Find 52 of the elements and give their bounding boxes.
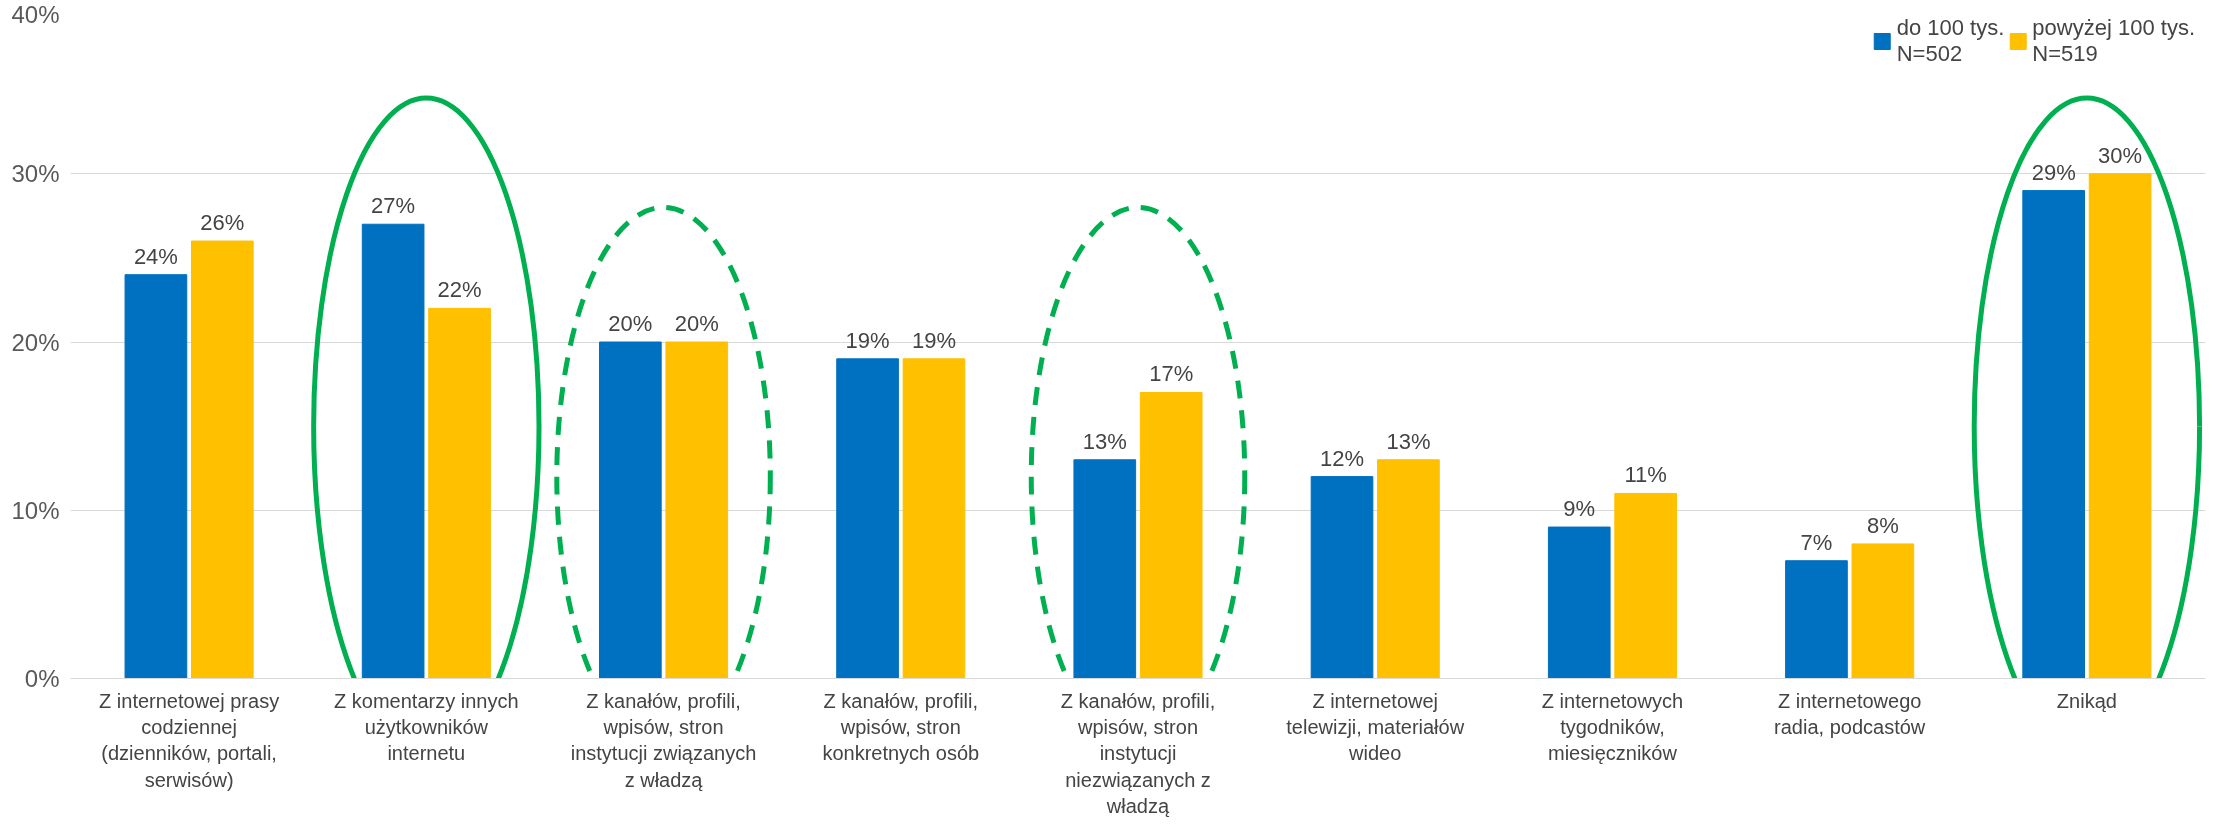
bar — [361, 223, 425, 679]
bar — [124, 274, 188, 679]
data-label: 7% — [1800, 529, 1833, 555]
bar — [1547, 526, 1611, 679]
legend-label: do 100 tys. N=502 — [1896, 15, 2005, 67]
bar — [1614, 492, 1677, 679]
bar — [1785, 560, 1848, 679]
data-label: 30% — [2098, 142, 2143, 168]
data-label: 22% — [437, 277, 482, 303]
x-tick-label: Znikąd — [2056, 689, 2117, 712]
x-tick-label: Z kanałów, profili, wpisów, stron instytucji niezwiązanych z władzą — [1060, 689, 1216, 818]
data-label: 27% — [371, 193, 416, 219]
x-tick-label: Z internetowej telewizji, materiałów wideo — [1286, 689, 1465, 765]
data-label: 24% — [133, 243, 178, 269]
data-label: 29% — [2031, 159, 2076, 185]
data-label: 19% — [845, 327, 890, 353]
bar — [836, 358, 899, 679]
data-label: 20% — [608, 311, 653, 336]
y-tick-label: 30% — [11, 160, 60, 188]
data-label: 20% — [674, 311, 719, 336]
data-label: 17% — [1149, 361, 1194, 387]
data-label: 8% — [1866, 512, 1899, 538]
data-label: 12% — [1319, 445, 1365, 471]
bar — [2088, 173, 2152, 679]
bar — [1851, 543, 1915, 679]
y-tick-label: 0% — [24, 665, 60, 692]
y-tick-label: 10% — [11, 496, 60, 524]
bar — [599, 341, 662, 679]
y-tick-label: 40% — [11, 0, 60, 28]
bar — [428, 307, 491, 679]
x-tick-label: Z internetowego radia, podcastów — [1774, 689, 1926, 738]
x-tick-label: Z komentarzy innych użytkowników internetu — [334, 689, 519, 765]
data-label: 11% — [1624, 462, 1667, 488]
x-tick-label: Z kanałów, profili, wpisów, stron instytucji związanych z władzą — [570, 689, 757, 791]
data-label: 26% — [200, 210, 245, 236]
bar — [1073, 459, 1137, 679]
x-tick-label: Z internetowych tygodników, miesięczników — [1541, 689, 1684, 765]
x-tick-label: Z kanałów, profili, wpisów, stron konkretnych osób — [822, 689, 980, 765]
bar — [902, 358, 966, 679]
data-label: 13% — [1386, 428, 1431, 454]
y-tick-label: 20% — [11, 328, 60, 356]
bar — [190, 240, 254, 679]
data-label: 9% — [1563, 496, 1596, 522]
bar — [1377, 459, 1440, 679]
bar — [2022, 190, 2086, 679]
bar — [1310, 476, 1374, 679]
data-label: 19% — [911, 327, 957, 353]
legend-label: powyżej 100 tys. N=519 — [2032, 15, 2195, 67]
data-label: 13% — [1082, 428, 1127, 454]
bar — [1139, 391, 1203, 679]
bar — [665, 341, 729, 679]
x-tick-label: Z internetowej prasy codziennej (dzienników, portali, serwisów) — [99, 689, 280, 791]
